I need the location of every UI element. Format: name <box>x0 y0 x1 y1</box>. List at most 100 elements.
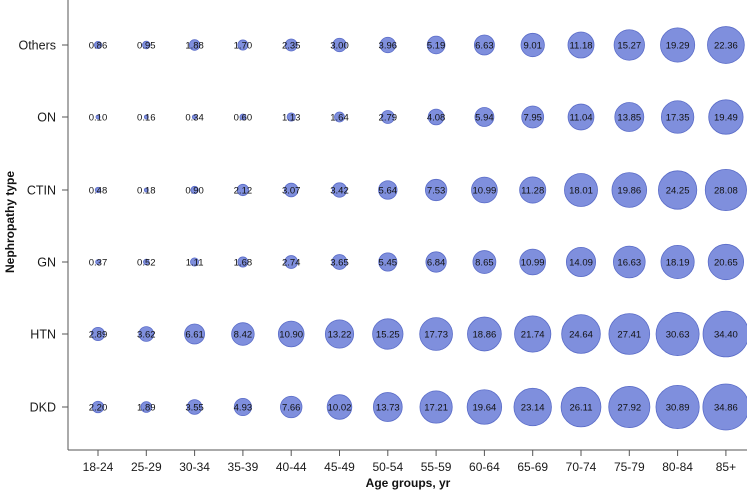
bubble-ctin-18-24: 0.48 <box>89 185 108 196</box>
bubble-mark <box>521 105 545 129</box>
bubble-value-label: 2.89 <box>89 329 108 340</box>
bubble-value-label: 24.25 <box>666 185 690 196</box>
bubble-on-45-49: 1.64 <box>330 111 349 123</box>
bubble-mark <box>93 40 103 50</box>
bubble-htn-50-54: 15.25 <box>372 318 404 350</box>
bubble-mark <box>379 36 396 54</box>
bubble-mark <box>473 34 495 56</box>
bubble-gn-45-49: 3.65 <box>330 254 349 270</box>
y-ticks: Others ON CTIN GN HTN DKD <box>18 39 68 415</box>
bubble-value-label: 3.07 <box>282 185 301 196</box>
bubble-value-label: 3.00 <box>330 40 349 51</box>
bubble-others-30-34: 1.88 <box>185 39 204 51</box>
y-tick-label-ctin: CTIN <box>27 184 56 198</box>
bubble-htn-70-74: 24.64 <box>561 314 601 354</box>
bubble-ctin-45-49: 3.42 <box>330 182 349 198</box>
bubble-htn-55-59: 17.73 <box>419 317 453 351</box>
bubble-mark <box>378 180 398 200</box>
bubble-dkd-75-79: 27.92 <box>608 386 651 428</box>
bubble-mark <box>561 314 601 354</box>
bubble-htn-85: 34.40 <box>702 310 747 358</box>
bubble-mark <box>188 39 201 51</box>
bubble-value-label: 4.93 <box>234 402 253 413</box>
bubble-value-label: 27.41 <box>617 329 641 340</box>
y-axis-title: Nephropathy type <box>3 171 17 273</box>
x-tick-label-30-34: 30-34 <box>179 460 210 474</box>
bubble-value-label: 10.99 <box>521 257 545 268</box>
bubble-value-label: 0.18 <box>137 185 156 196</box>
bubble-dkd-18-24: 2.20 <box>89 400 108 413</box>
bubble-value-label: 0.90 <box>185 185 204 196</box>
bubble-mark <box>519 176 547 204</box>
bubble-value-label: 9.01 <box>523 40 542 51</box>
bubble-htn-40-44: 10.90 <box>277 320 305 348</box>
bubble-htn-80-84: 30.63 <box>655 312 700 356</box>
bubble-mark <box>564 173 598 207</box>
x-tick-label-50-54: 50-54 <box>372 460 403 474</box>
bubble-on-25-29: 0.16 <box>137 112 156 123</box>
bubble-mark <box>143 114 149 120</box>
x-tick-label-70-74: 70-74 <box>566 460 597 474</box>
bubble-value-label: 5.19 <box>427 40 446 51</box>
bubble-value-label: 20.65 <box>714 257 738 268</box>
axes <box>67 0 747 451</box>
bubble-mark <box>372 318 404 350</box>
bubble-value-label: 2.35 <box>282 40 301 51</box>
bubble-mark <box>426 35 446 55</box>
bubble-mark <box>519 248 547 276</box>
bubble-others-40-44: 2.35 <box>282 38 301 51</box>
bubble-mark <box>560 386 602 428</box>
bubble-others-75-79: 15.27 <box>613 29 645 61</box>
bubble-mark <box>660 100 695 134</box>
bubble-htn-65-69: 21.74 <box>514 315 552 353</box>
bubble-gn-30-34: 1.11 <box>186 257 204 268</box>
bubble-dkd-45-49: 10.02 <box>326 394 353 420</box>
bubble-mark <box>284 255 299 269</box>
bubble-htn-45-49: 13.22 <box>324 319 355 349</box>
bubbles: 0.86 0.95 1.88 1.70 2.35 3.00 3.96 5.19 6.63 9.01… <box>89 26 747 431</box>
bubble-mark <box>191 114 198 120</box>
bubble-value-label: 1.88 <box>185 40 204 51</box>
bubble-value-label: 3.42 <box>330 185 349 196</box>
bubble-htn-25-29: 3.62 <box>137 326 156 342</box>
x-tick-label-55-59: 55-59 <box>421 460 452 474</box>
bubble-value-label: 28.08 <box>714 185 738 196</box>
bubble-mark <box>143 187 149 193</box>
bubble-others-35-39: 1.70 <box>234 39 252 51</box>
bubble-mark <box>513 387 552 427</box>
bubble-dkd-30-34: 3.55 <box>185 399 204 415</box>
bubble-ctin-30-34: 0.90 <box>185 185 204 196</box>
bubble-on-65-69: 7.95 <box>521 105 545 129</box>
bubble-mark <box>660 244 695 280</box>
bubble-value-label: 8.65 <box>475 257 494 268</box>
bubble-mark <box>467 316 502 352</box>
bubble-value-label: 2.20 <box>89 402 108 413</box>
bubble-mark <box>611 172 648 208</box>
bubble-mark <box>707 243 745 281</box>
bubble-mark <box>472 250 497 274</box>
bubble-mark <box>608 386 651 428</box>
bubble-value-label: 7.53 <box>427 185 446 196</box>
bubble-value-label: 5.45 <box>379 257 398 268</box>
bubble-value-label: 19.86 <box>617 185 641 196</box>
bubble-value-label: 18.01 <box>569 185 593 196</box>
bubble-mark <box>520 32 545 58</box>
bubble-others-60-64: 6.63 <box>473 34 495 56</box>
bubble-mark <box>372 392 403 422</box>
bubble-mark <box>708 99 744 135</box>
bubble-value-label: 6.63 <box>475 40 494 51</box>
bubble-gn-35-39: 1.68 <box>234 256 252 268</box>
bubble-mark <box>702 310 747 358</box>
bubble-mark <box>425 251 447 273</box>
bubble-mark <box>380 110 395 124</box>
bubble-others-45-49: 3.00 <box>330 37 349 53</box>
bubble-on-55-59: 4.08 <box>427 108 445 126</box>
bubble-value-label: 8.42 <box>234 329 253 340</box>
bubble-mark <box>277 320 305 348</box>
y-tick-label-others: Others <box>18 39 56 53</box>
bubble-dkd-55-59: 17.21 <box>419 390 453 424</box>
bubble-mark <box>90 326 106 342</box>
bubble-mark <box>283 182 299 198</box>
bubble-value-label: 19.64 <box>473 402 497 413</box>
bubble-mark <box>419 390 453 424</box>
